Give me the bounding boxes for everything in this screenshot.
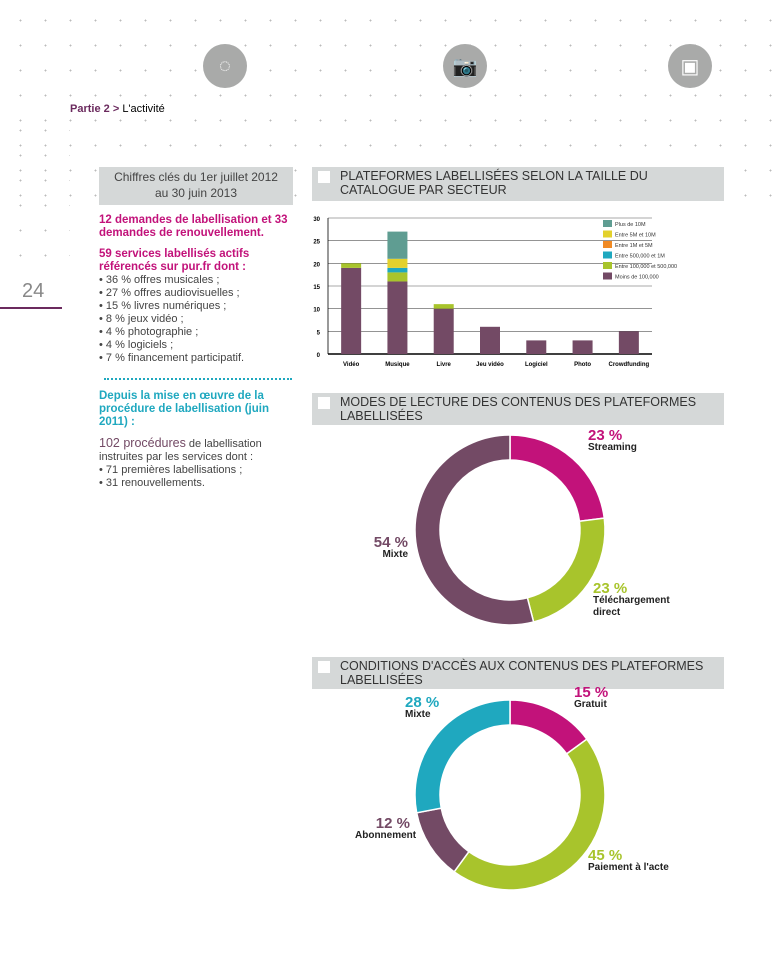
list-item: • 15 % livres numériques ;: [99, 300, 227, 312]
section-label: L'activité: [122, 103, 165, 115]
bar-segment: [387, 258, 408, 268]
services-list: • 36 % offres musicales ; • 27 % offres a…: [99, 274, 299, 365]
chart2-title: MODES DE LECTURE DES CONTENUS DES PLATEF…: [312, 393, 724, 425]
legend-label: Entre 5M et 10M: [615, 233, 656, 239]
bar-segment: [341, 267, 362, 354]
y-tick-label: 5: [317, 330, 321, 336]
donut-slice: [414, 699, 511, 814]
dot-pattern: [0, 0, 778, 200]
legend-swatch: [603, 230, 612, 238]
bar-segment: [387, 267, 408, 273]
chart3-title: CONDITIONS D'ACCÈS AUX CONTENUS DES PLAT…: [312, 657, 724, 689]
bar-segment: [433, 304, 454, 309]
bar-segment: [618, 331, 639, 354]
procedure-heading: Depuis la mise en œuvre de la procédure …: [99, 390, 269, 428]
bar-segment: [387, 272, 408, 282]
x-tick-label: Logiciel: [525, 362, 548, 368]
part-label: Partie 2: [70, 103, 110, 115]
x-tick-label: Jeu vidéo: [476, 362, 504, 368]
legend-label: Entre 1M et 5M: [615, 243, 653, 249]
y-tick-label: 20: [313, 262, 320, 268]
donut-slice: [414, 434, 535, 626]
y-tick-label: 10: [313, 308, 320, 314]
list-item: • 71 premières labellisations ;: [99, 464, 243, 476]
bar-segment: [387, 231, 408, 259]
legend-label: Entre 500,000 et 1M: [615, 254, 665, 260]
y-tick-label: 0: [317, 353, 321, 359]
keyfigures-text: 12 demandes de labellisation et 33 deman…: [99, 214, 299, 365]
bar-segment: [526, 340, 547, 354]
legend-swatch: [603, 272, 612, 280]
list-item: • 4 % logiciels ;: [99, 339, 174, 351]
keyfigures-title: Chiffres clés du 1er juillet 2012 au 30 j…: [99, 167, 293, 205]
list-item: • 4 % photographie ;: [99, 326, 199, 338]
legend-label: Plus de 10M: [615, 222, 646, 228]
donut-slice: [415, 807, 470, 873]
x-tick-label: Vidéo: [343, 362, 360, 368]
dotted-separator: [104, 378, 292, 380]
legend-swatch: [603, 251, 612, 259]
legend-label: Entre 100,000 et 500,000: [615, 264, 677, 270]
divider: [0, 307, 62, 309]
y-tick-label: 30: [313, 217, 320, 223]
procedures-count: 102 procédures: [99, 436, 186, 450]
bar-segment: [572, 340, 593, 354]
donut-slice: [453, 738, 606, 891]
camera-icon: 📷: [443, 44, 487, 88]
procedure-text: Depuis la mise en œuvre de la procédure …: [99, 390, 299, 490]
list-item: • 27 % offres audiovisuelles ;: [99, 287, 240, 299]
legend-swatch: [603, 220, 612, 227]
list-item: • 31 renouvellements.: [99, 477, 205, 489]
list-item: • 36 % offres musicales ;: [99, 274, 220, 286]
donut-chart-access-conditions: [414, 699, 606, 891]
x-tick-label: Livre: [437, 362, 452, 368]
page-number: 24: [22, 280, 45, 302]
label-streaming: 23 % Streaming: [588, 427, 637, 453]
label-gratuit: 15 % Gratuit: [574, 684, 609, 710]
donut-chart-reading-modes: [414, 434, 606, 626]
bar-segment: [341, 263, 362, 268]
legend-swatch: [603, 262, 612, 269]
services-text: 59 services labellisés actifs référencés…: [99, 248, 250, 273]
label-mixte: 54 % Mixte: [373, 534, 408, 560]
bar-segment: [387, 281, 408, 354]
running-header: Partie 2 > L'activité: [70, 103, 171, 115]
legend-label: Moins de 100,000: [615, 275, 659, 281]
dot-pattern: [0, 110, 70, 270]
list-item: • 8 % jeux vidéo ;: [99, 313, 184, 325]
procedures-list: • 71 premières labellisations ; • 31 reno…: [99, 464, 299, 490]
list-item: • 7 % financement participatif.: [99, 352, 245, 364]
label-abonnement: 12 % Abonnement: [355, 815, 417, 841]
chart1-title: PLATEFORMES LABELLISÉES SELON LA TAILLE …: [312, 167, 724, 201]
x-tick-label: Photo: [574, 362, 591, 368]
video-camera-icon: ▣: [668, 44, 712, 88]
procedures-text: de labellisation instruites par les serv…: [99, 438, 262, 463]
requests-text: 12 demandes de labellisation et 33 deman…: [99, 214, 288, 239]
legend-swatch: [603, 241, 612, 248]
bar-segment: [480, 326, 500, 354]
bar-segment: [433, 308, 454, 354]
x-tick-label: Crowdfunding: [609, 362, 650, 368]
y-tick-label: 15: [313, 285, 320, 291]
label-paiement: 45 % Paiement à l'acte: [588, 847, 669, 873]
x-tick-label: Musique: [385, 362, 410, 368]
label-telechargement: 23 % Téléchargement direct: [593, 580, 670, 618]
label-mixte-access: 28 % Mixte: [405, 694, 440, 720]
bar-chart: 0 5 10 15 20 25 30 Vidéo Musique Livre Jeu vidéo Lo…: [313, 217, 677, 368]
y-tick-label: 25: [313, 240, 320, 246]
loading-icon: ◌: [203, 44, 247, 88]
